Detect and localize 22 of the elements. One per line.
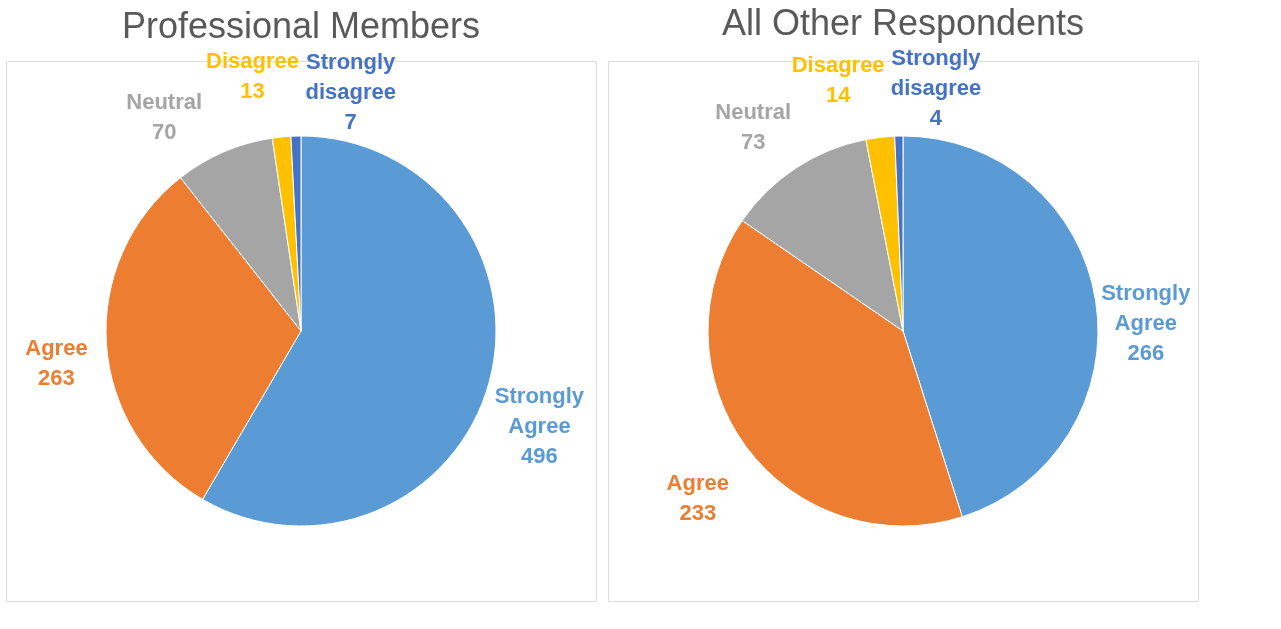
data-label: 4 <box>929 105 943 131</box>
chart-title: Professional Members <box>121 5 481 47</box>
chart-title: All Other Respondents <box>721 2 1085 44</box>
data-label: 496 <box>521 442 558 468</box>
data-label: 73 <box>740 128 766 154</box>
data-label: 14 <box>825 82 852 108</box>
data-label: 13 <box>240 78 265 104</box>
slice-label: Disagree <box>791 52 885 78</box>
data-label: 263 <box>38 364 75 390</box>
data-label: 7 <box>344 108 357 134</box>
slice-label: Agree <box>666 470 729 496</box>
slice-label: Agree <box>25 334 88 360</box>
slice-label: Neutral <box>715 98 792 124</box>
data-label: 233 <box>679 500 717 526</box>
slice-label: Strongly disagree <box>890 45 982 101</box>
slice-label: Neutral <box>126 88 203 114</box>
data-label: 70 <box>151 118 177 144</box>
slice-label: Strongly disagree <box>305 48 397 104</box>
slice-label: Strongly Agree <box>494 382 585 438</box>
slice-label: Disagree <box>206 48 300 74</box>
slice-label: Strongly Agree <box>1101 280 1192 336</box>
data-label: 266 <box>1127 340 1165 366</box>
